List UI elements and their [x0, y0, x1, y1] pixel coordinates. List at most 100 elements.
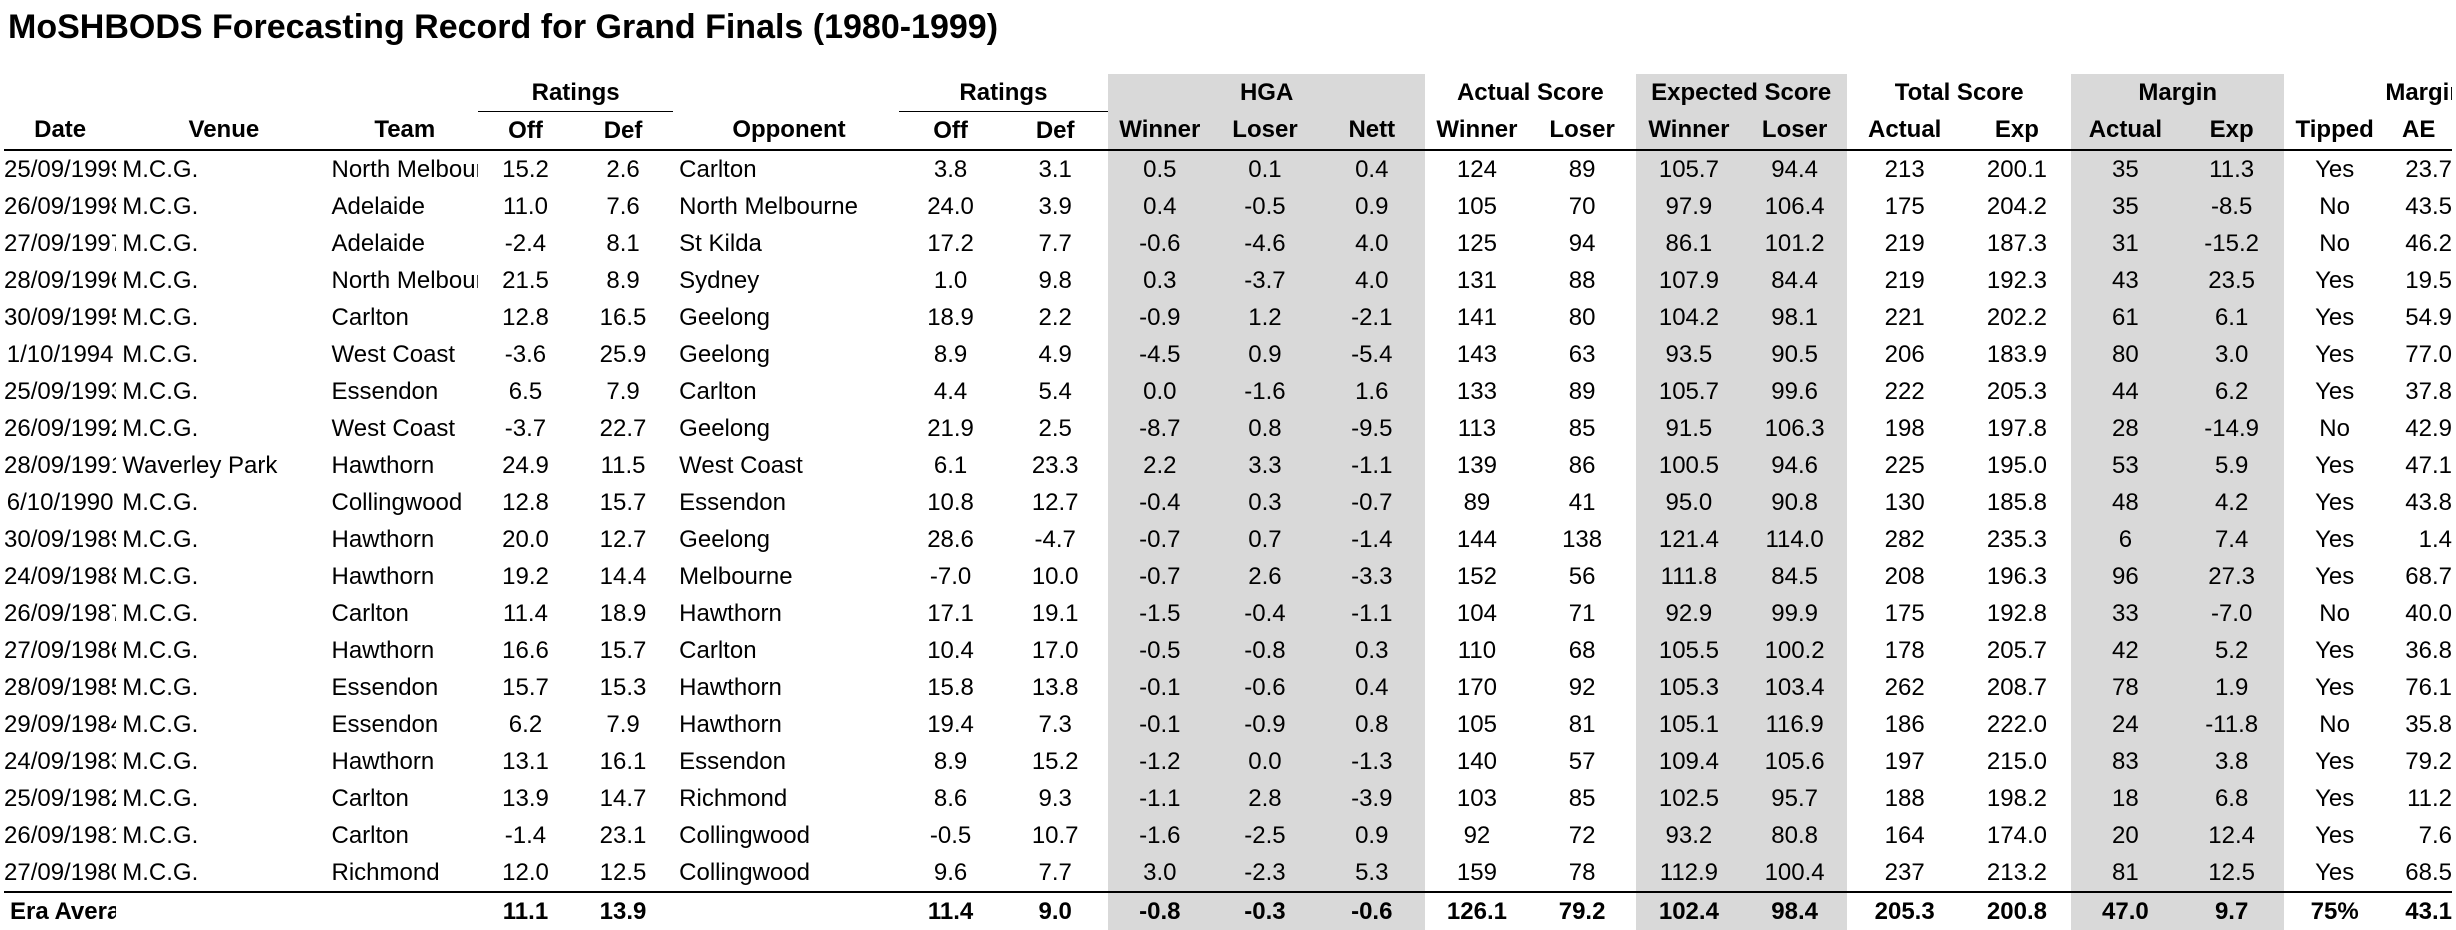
- cell-actual-loser: 85: [1568, 784, 1596, 812]
- cell-margin-actual: 24: [2071, 706, 2180, 743]
- cell-actual-loser: 56: [1568, 562, 1596, 590]
- cell-hga-loser: -1.6: [1211, 373, 1319, 410]
- cell-hga-loser: -0.9: [1211, 706, 1319, 743]
- cell-actual-loser: 80: [1568, 303, 1596, 331]
- cell-hga-winner: -1.5: [1108, 595, 1212, 632]
- cell-hga-nett: 0.8: [1318, 706, 1426, 743]
- col-total-actual: Actual: [1846, 111, 1963, 151]
- cell-actual-loser: 70: [1568, 192, 1596, 220]
- cell-opponent: Geelong: [679, 525, 770, 553]
- cell-opponent: Carlton: [679, 377, 757, 405]
- cell-hga-loser: 0.9: [1211, 336, 1319, 373]
- cell-opp-def: 3.1: [1038, 155, 1072, 183]
- era-average-def: 13.9: [572, 891, 674, 930]
- cell-opponent: Geelong: [679, 303, 770, 331]
- cell-hga-winner: -4.5: [1108, 336, 1212, 373]
- cell-margin-ae: 7.6: [2418, 821, 2452, 849]
- cell-opponent: Essendon: [679, 488, 786, 516]
- cell-total-actual: 130: [1884, 488, 1925, 516]
- col-opp-def: Def: [1002, 111, 1109, 151]
- cell-tipped: Yes: [2315, 784, 2355, 812]
- cell-date: 27/09/1986: [4, 636, 117, 664]
- cell-hga-winner: -8.7: [1108, 410, 1212, 447]
- cell-margin-exp: -14.9: [2179, 410, 2284, 447]
- cell-actual-winner: 152: [1456, 562, 1497, 590]
- cell-opp-def: -4.7: [1034, 525, 1076, 553]
- era-average-tipped: 75%: [2283, 891, 2386, 930]
- cell-total-exp: 222.0: [1986, 710, 2047, 738]
- col-opp-off: Off: [898, 111, 1003, 151]
- cell-hga-winner: -0.1: [1108, 669, 1212, 706]
- cell-venue: M.C.G.: [122, 303, 199, 331]
- cell-opponent: Hawthorn: [679, 710, 782, 738]
- cell-hga-loser: 0.1: [1211, 150, 1319, 188]
- cell-total-exp: 183.9: [1986, 340, 2047, 368]
- cell-date: 27/09/1997: [4, 229, 117, 257]
- cell-actual-loser: 89: [1568, 377, 1596, 405]
- cell-total-exp: 204.2: [1986, 192, 2047, 220]
- cell-expected-winner: 93.5: [1635, 336, 1743, 373]
- cell-total-exp: 197.8: [1986, 414, 2047, 442]
- cell-total-actual: 198: [1884, 414, 1925, 442]
- cell-date: 26/09/1981: [4, 821, 117, 849]
- cell-tipped: Yes: [2315, 747, 2355, 775]
- cell-def: 2.6: [606, 155, 640, 183]
- cell-margin-ae: 77.0: [2405, 340, 2452, 368]
- cell-opp-off: 10.4: [927, 636, 974, 664]
- cell-actual-loser: 81: [1568, 710, 1596, 738]
- cell-def: 22.7: [599, 414, 647, 442]
- cell-opponent: West Coast: [679, 451, 803, 479]
- cell-hga-nett: 1.6: [1318, 373, 1426, 410]
- cell-margin-exp: 6.2: [2179, 373, 2284, 410]
- cell-actual-winner: 113: [1457, 414, 1497, 442]
- cell-opp-def: 7.7: [1038, 229, 1072, 257]
- cell-total-actual: 208: [1884, 562, 1925, 590]
- cell-actual-loser: 63: [1568, 340, 1596, 368]
- cell-date: 24/09/1988: [4, 562, 117, 590]
- cell-tipped: Yes: [2315, 377, 2355, 405]
- table-row: 26/09/1998 M.C.G. Adelaide 11.0 7.6 North Mel…: [4, 188, 2452, 225]
- cell-hga-nett: 0.3: [1318, 632, 1426, 669]
- era-average-margin-actual: 47.0: [2071, 891, 2180, 930]
- cell-off: 15.7: [502, 673, 549, 701]
- cell-margin-actual: 44: [2071, 373, 2180, 410]
- cell-def: 7.9: [606, 377, 640, 405]
- cell-tipped: No: [2319, 192, 2350, 220]
- cell-team: Essendon: [331, 710, 439, 738]
- cell-opp-off: 28.6: [927, 525, 974, 553]
- cell-off: 12.8: [502, 303, 549, 331]
- cell-hga-loser: -0.6: [1211, 669, 1319, 706]
- cell-total-actual: 186: [1884, 710, 1925, 738]
- cell-hga-loser: 2.8: [1211, 780, 1319, 817]
- cell-hga-nett: -3.9: [1318, 780, 1426, 817]
- cell-hga-nett: -1.1: [1318, 447, 1426, 484]
- cell-total-exp: 215.0: [1986, 747, 2047, 775]
- cell-margin-ae: 68.5: [2405, 858, 2452, 886]
- cell-off: 6.5: [508, 377, 543, 405]
- cell-hga-loser: 0.8: [1211, 410, 1319, 447]
- era-average-total-exp: 200.8: [1962, 891, 2072, 930]
- table-row: 26/09/1987 M.C.G. Carlton 11.4 18.9 Hawthorn 1…: [4, 595, 2452, 632]
- cell-tipped: No: [2319, 229, 2350, 257]
- cell-hga-loser: 2.6: [1211, 558, 1319, 595]
- cell-expected-winner: 86.1: [1635, 225, 1743, 262]
- cell-expected-winner: 105.7: [1635, 150, 1743, 188]
- era-average-row: Era Average 11.113.911.49.0-0.8-0.3-0.61…: [4, 891, 2452, 930]
- cell-opp-off: 17.2: [927, 229, 974, 257]
- cell-opp-off: 3.8: [933, 155, 968, 183]
- cell-margin-exp: 4.2: [2179, 484, 2284, 521]
- cell-expected-winner: 104.2: [1635, 299, 1743, 336]
- cell-total-actual: 175: [1884, 599, 1925, 627]
- cell-actual-loser: 72: [1568, 821, 1596, 849]
- cell-team: Carlton: [331, 821, 409, 849]
- cell-margin-ae: 46.2: [2405, 229, 2452, 257]
- cell-tipped: Yes: [2315, 821, 2355, 849]
- cell-actual-loser: 94: [1568, 229, 1596, 257]
- cell-expected-loser: 99.6: [1742, 373, 1847, 410]
- cell-total-actual: 175: [1884, 192, 1925, 220]
- col-def: Def: [572, 111, 674, 151]
- cell-margin-exp: -15.2: [2179, 225, 2284, 262]
- era-average-hga-loser: -0.3: [1211, 891, 1319, 930]
- cell-team: Hawthorn: [331, 451, 435, 479]
- col-hga-winner: Winner: [1108, 111, 1212, 151]
